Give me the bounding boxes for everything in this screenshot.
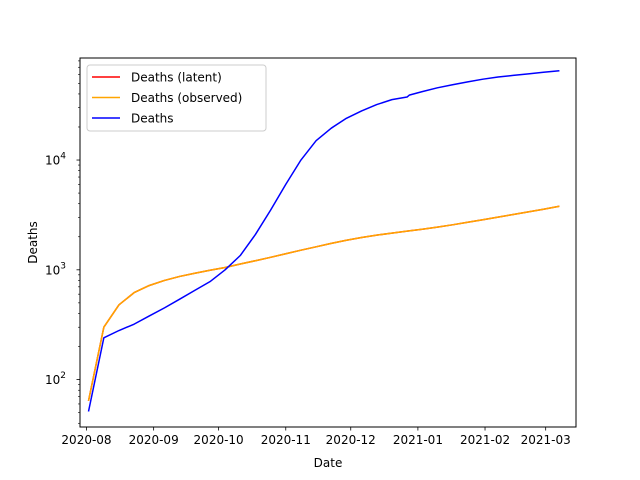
x-tick-label: 2021-01 — [393, 433, 443, 447]
series-layer — [87, 69, 560, 412]
series-line-1 — [87, 205, 560, 402]
legend-frame — [86, 64, 267, 132]
x-tick-label: 2020-12 — [326, 433, 376, 447]
axes-layer — [79, 57, 577, 428]
x-tick-label: 2021-02 — [460, 433, 510, 447]
x-tick-label: 2020-10 — [194, 433, 244, 447]
x-tick-label: 2020-09 — [129, 433, 179, 447]
legend: Deaths (latent) Deaths (observed) Deaths — [86, 64, 267, 132]
x-axis-label: Date — [314, 456, 343, 470]
x-tick-label: 2020-11 — [261, 433, 311, 447]
x-tick-label: 2021-03 — [521, 433, 571, 447]
legend-label-0: Deaths (latent) — [131, 71, 222, 85]
plot-area-frame — [79, 57, 577, 428]
legend-label-1: Deaths (observed) — [131, 91, 242, 105]
series-line-2 — [87, 69, 560, 412]
legend-label-2: Deaths — [131, 112, 174, 126]
x-tick-label: 2020-08 — [61, 433, 111, 447]
y-tick-exponent: 4 — [60, 152, 66, 162]
y-axis-label: Deaths — [26, 221, 40, 264]
x-axis-ticks: 2020-08 2020-09 2020-10 2020-11 2020-12 2021-… — [61, 427, 571, 447]
y-tick-exponent: 3 — [60, 261, 66, 271]
y-tick-exponent: 2 — [60, 371, 66, 381]
